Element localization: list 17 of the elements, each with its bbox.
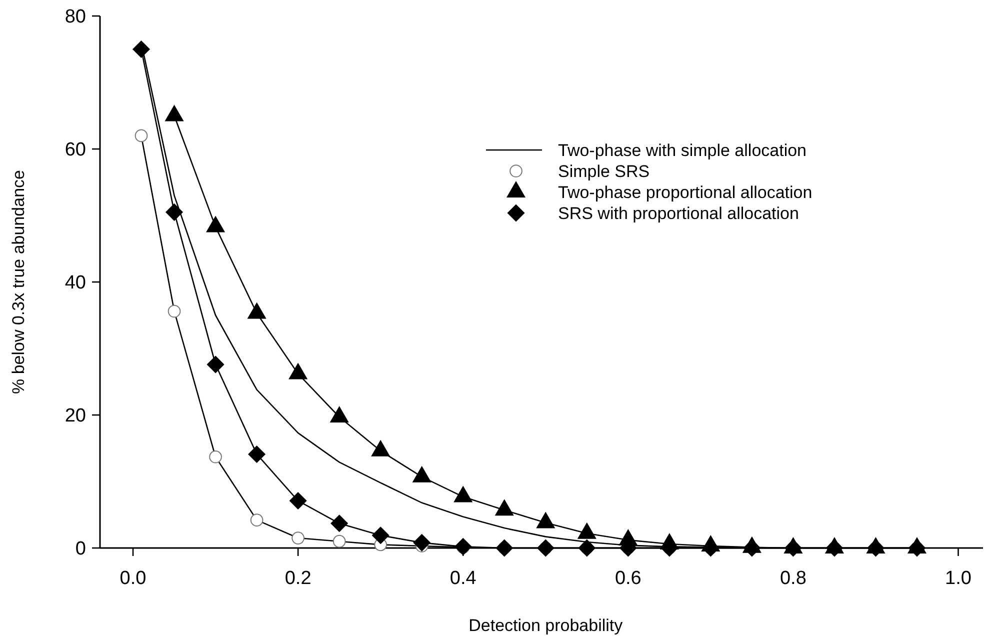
y-tick-label: 20 [64,406,86,427]
legend-label: Two-phase with simple allocation [558,140,807,160]
x-tick-label: 0.4 [450,568,477,589]
y-tick-label: 0 [75,538,86,560]
x-tick-label: 0.2 [284,568,312,589]
x-tick-label: 0.0 [120,568,146,589]
x-tick-label: 0.8 [780,568,806,589]
y-tick-label: 40 [64,272,86,294]
legend-label: Two-phase proportional allocation [558,182,812,202]
x-axis-title: Detection probability [468,616,624,635]
x-tick-label: 0.6 [614,568,642,589]
y-tick-label: 80 [64,6,86,28]
legend-label: SRS with proportional allocation [558,204,799,223]
x-tick-label: 1.0 [945,568,972,589]
y-axis-title: % below 0.3x true abundance [9,170,28,394]
y-tick-label: 60 [64,140,86,161]
legend-label: Simple SRS [558,162,650,181]
